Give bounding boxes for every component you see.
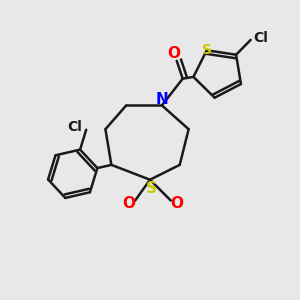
Text: O: O xyxy=(170,196,183,211)
Text: Cl: Cl xyxy=(67,120,82,134)
Text: O: O xyxy=(123,196,136,211)
Text: N: N xyxy=(155,92,168,107)
Text: Cl: Cl xyxy=(254,32,268,45)
Text: S: S xyxy=(202,43,212,57)
Text: O: O xyxy=(167,46,180,61)
Text: S: S xyxy=(146,181,157,196)
